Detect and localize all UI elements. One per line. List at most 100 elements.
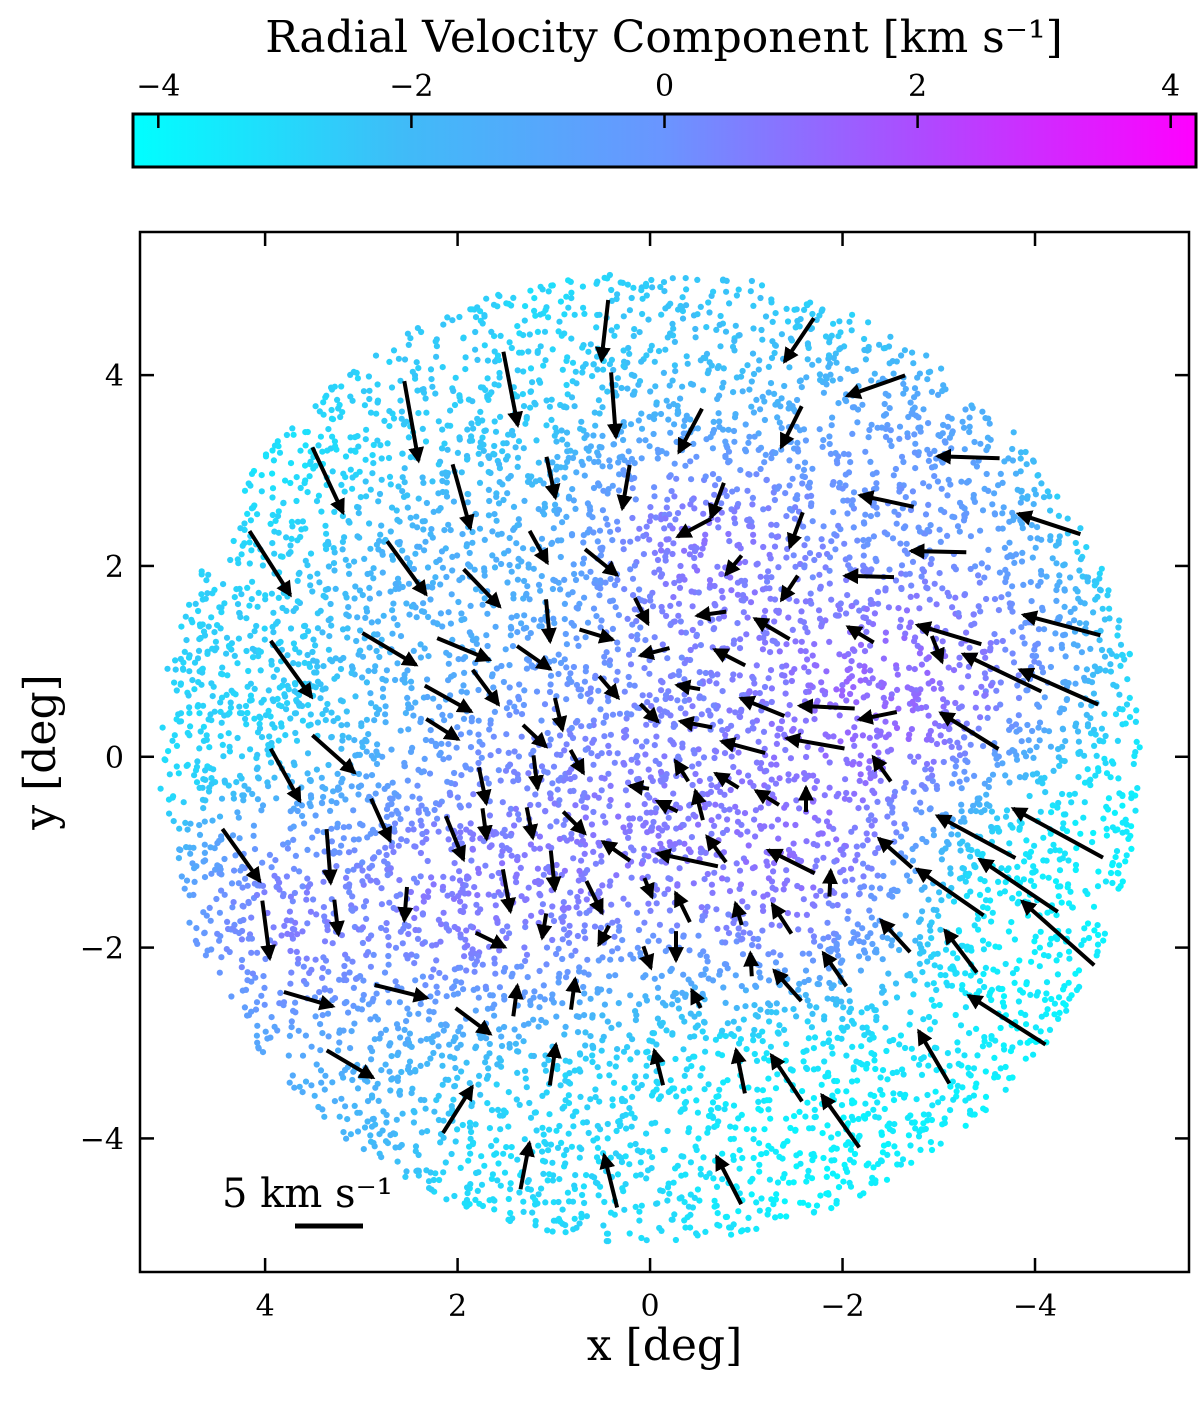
scatter-point [902,494,909,501]
scatter-point [748,277,756,285]
scatter-point [1072,586,1079,593]
scatter-point [752,833,759,840]
scatter-point [338,842,345,849]
scatter-point [862,780,869,787]
scatter-point [557,298,565,305]
scatter-point [506,1044,513,1051]
scatter-point [524,634,531,641]
scatter-point [790,1179,797,1186]
scatter-point [721,750,729,757]
scatter-point [303,896,310,903]
scatter-point [980,970,987,978]
scatter-point [275,737,282,744]
scatter-point [514,1156,521,1163]
scatter-point [231,594,238,601]
scatter-point [486,726,493,733]
scatter-point [664,655,671,662]
scatter-point [244,709,251,717]
scatter-point [973,1080,980,1087]
scatter-point [394,1051,401,1059]
scatter-point [654,984,662,992]
scatter-point [245,900,252,907]
scatter-point [1061,587,1068,594]
scatter-point [201,841,208,848]
scatter-point [234,660,241,667]
scatter-point [508,852,515,859]
scatter-point [871,817,878,824]
scatter-point [582,935,589,942]
scatter-point [433,1097,440,1104]
scatter-point [696,680,703,687]
scatter-point [499,1112,506,1119]
scatter-point [646,670,653,677]
scatter-point [606,463,614,470]
scatter-point [343,708,350,715]
scatter-point [605,770,612,777]
scatter-point [216,969,223,976]
scatter-point [594,345,602,352]
scatter-point [703,436,710,443]
scatter-point [997,1024,1004,1032]
scatter-point [343,611,350,618]
scatter-point [966,423,973,430]
scatter-point [567,447,574,454]
scatter-point [861,335,868,343]
scatter-point [507,832,514,839]
scatter-point [498,560,505,568]
scatter-point [842,776,849,783]
scatter-point [580,1183,588,1190]
scatter-point [866,734,873,742]
scatter-point [287,542,294,549]
scatter-point [778,331,786,338]
scatter-point [830,508,837,516]
scatter-point [389,607,396,614]
scatter-point [384,866,391,873]
scatter-point [427,1055,434,1062]
scatter-point [679,740,686,747]
scatter-point [683,286,690,293]
scatter-point [474,356,481,363]
scatter-point [510,503,518,510]
scatter-point [254,1039,261,1046]
scatter-point [839,1015,846,1023]
scatter-point [614,518,621,525]
scatter-point [906,624,913,631]
scatter-point [583,1119,591,1126]
scatter-point [599,463,606,470]
scatter-point [1011,979,1018,987]
scatter-point [991,631,998,638]
scatter-point [334,820,341,827]
scatter-point [858,624,865,631]
scatter-point [491,955,498,962]
scatter-point [957,847,964,854]
scatter-point [793,1152,800,1159]
scatter-point [773,1191,780,1198]
scatter-point [860,543,868,550]
scatter-point [235,635,242,642]
scatter-point [973,463,981,470]
scatter-point [487,720,494,727]
scatter-point [735,769,743,776]
scatter-point [591,409,598,416]
scatter-point [730,389,737,396]
scatter-point [756,1168,763,1175]
scatter-point [1049,802,1056,809]
scatter-point [312,1013,319,1020]
scatter-point [642,437,649,444]
scatter-point [825,1190,832,1197]
scatter-point [825,733,832,740]
scatter-point [475,1081,482,1088]
scatter-point [620,538,627,545]
scatter-point [345,1009,352,1016]
scatter-point [445,1076,452,1083]
scatter-point [715,524,722,531]
scatter-point [489,1196,496,1203]
scatter-point [636,1217,643,1224]
scatter-point [692,643,699,650]
scatter-point [287,479,294,487]
scatter-point [669,1216,676,1223]
scatter-point [628,1110,635,1117]
scatter-point [373,760,381,768]
scatter-point [375,782,382,789]
scatter-point [1095,765,1102,772]
